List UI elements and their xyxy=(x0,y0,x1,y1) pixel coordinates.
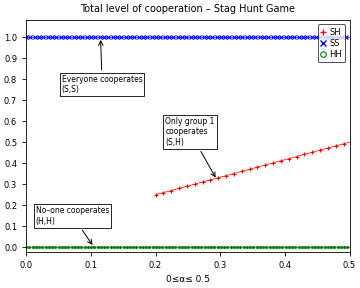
Title: Total level of cooperation – Stag Hunt Game: Total level of cooperation – Stag Hunt G… xyxy=(80,4,295,14)
Text: Everyone cooperates
(S,S): Everyone cooperates (S,S) xyxy=(62,41,143,94)
X-axis label: 0≤α≤ 0.5: 0≤α≤ 0.5 xyxy=(166,275,210,284)
Text: Only group 1
cooperates
(S,H): Only group 1 cooperates (S,H) xyxy=(165,117,215,177)
Legend: SH, SS, HH: SH, SS, HH xyxy=(318,24,345,62)
Text: No–one cooperates
(H,H): No–one cooperates (H,H) xyxy=(36,206,109,244)
